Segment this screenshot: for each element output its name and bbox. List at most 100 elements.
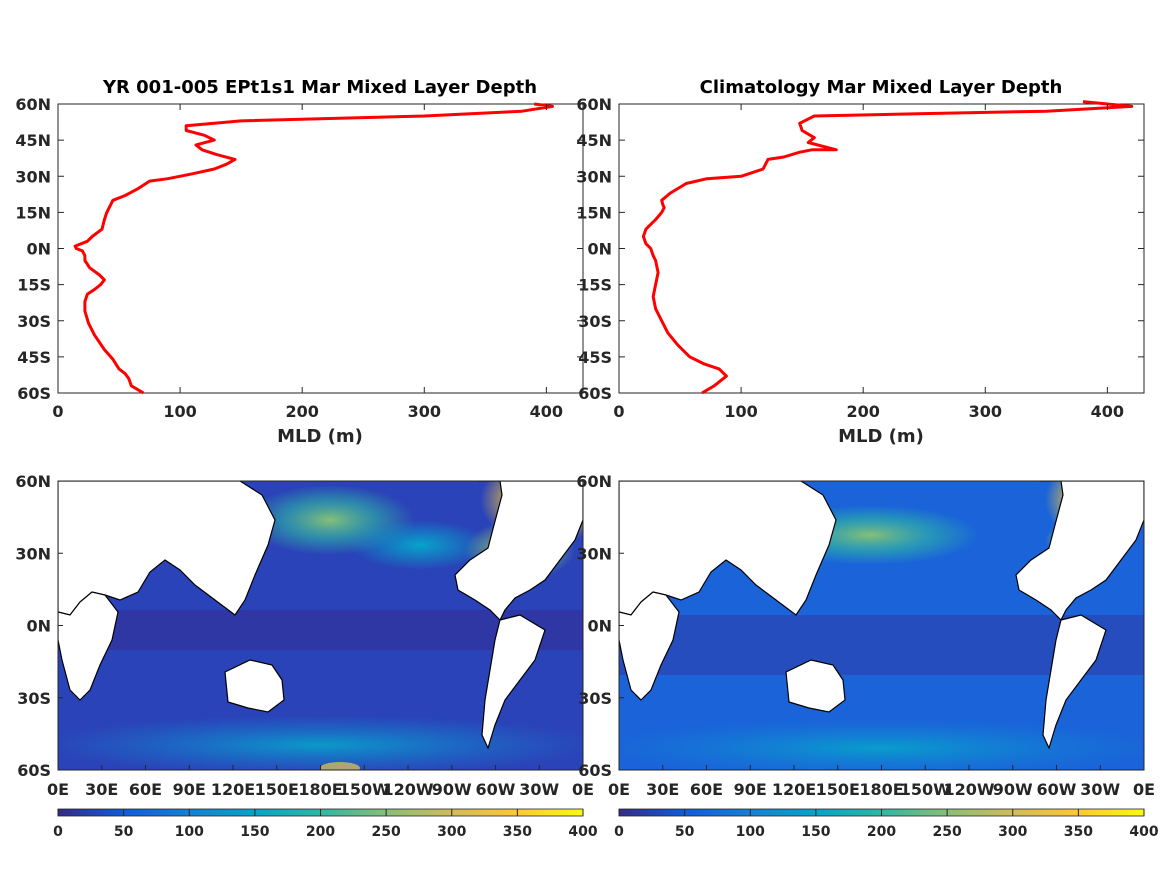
y-tick-label: 15N	[576, 203, 612, 222]
y-tick-label: 30S	[17, 312, 51, 331]
colorbar-tick-label: 350	[1064, 824, 1093, 840]
map-y-tick-label: 30N	[15, 544, 51, 563]
land	[58, 481, 583, 750]
y-tick-label: 15S	[578, 276, 612, 295]
profile-panel-model: YR 001-005 EPt1s1 Mar Mixed Layer Depth …	[15, 77, 584, 447]
map-x-tick-label: 90W	[993, 780, 1033, 799]
x-tick-label: 100	[724, 402, 757, 421]
colorbar-tick-label: 150	[240, 824, 269, 840]
map-x-tick-label: 30W	[1080, 780, 1120, 799]
map-y-tick-label: 60N	[15, 472, 51, 491]
y-tick-label: 45S	[17, 348, 51, 367]
x-tick-label: 100	[163, 402, 196, 421]
land-south-america	[1042, 614, 1107, 750]
panel-title: Climatology Mar Mixed Layer Depth	[700, 77, 1063, 98]
colorbar-tick-label: 0	[53, 824, 63, 840]
colorbar-tick-label: 50	[675, 824, 695, 840]
colorbar-tick-label: 50	[114, 824, 134, 840]
map-y-tick-label: 30S	[17, 689, 51, 708]
y-tick-label: 45N	[576, 131, 612, 150]
x-tick-label: 400	[530, 402, 563, 421]
profile-line	[641, 100, 1134, 395]
map-x-tick-label: 180E	[859, 780, 903, 799]
y-tick-label: 45N	[15, 131, 51, 150]
map-y-tick-label: 0N	[587, 617, 612, 636]
land-north-america	[1015, 481, 1144, 622]
x-tick-label: 200	[846, 402, 879, 421]
map-x-tick-label: 90E	[173, 780, 206, 799]
land-south-america	[481, 614, 546, 750]
map-x-tick-label: 0E	[47, 780, 69, 799]
series-group	[641, 100, 1134, 395]
map-y-tick-label: 0N	[26, 617, 51, 636]
x-tick-label: 0	[52, 402, 63, 421]
y-tick-label: 15S	[17, 276, 51, 295]
map-field	[58, 481, 583, 770]
map-x-tick-label: 120W	[382, 780, 433, 799]
x-tick-label: 0	[613, 402, 624, 421]
land-australia	[785, 659, 846, 713]
y-tick-label: 30S	[578, 312, 612, 331]
colorbar-tick-label: 250	[372, 824, 401, 840]
map-x-tick-label: 0E	[1133, 780, 1155, 799]
north-pacific-region	[350, 520, 490, 570]
land-africa-south	[619, 591, 680, 701]
map-x-tick-label: 30E	[646, 780, 679, 799]
map-x-tick-label: 150W	[900, 780, 951, 799]
y-tick-label: 60S	[17, 384, 51, 403]
map-x-tick-label: 60E	[690, 780, 723, 799]
map-y-tick-label: 60S	[17, 761, 51, 780]
southern-hotspot	[320, 762, 360, 770]
map-x-tick-label: 60W	[476, 780, 516, 799]
colorbar-tick-label: 200	[306, 824, 335, 840]
map-x-tick-label: 120E	[211, 780, 255, 799]
map-y-tick-label: 30S	[578, 689, 612, 708]
series-group	[73, 102, 554, 395]
axis-ticks: 0 100 200 300 400 60N 45N 30N 15N 0N 15S 30S 45S 60S	[576, 95, 1144, 421]
x-tick-label: 300	[408, 402, 441, 421]
southern-ocean	[619, 718, 1144, 770]
x-tick-label: 400	[1091, 402, 1124, 421]
colorbar-tick-label: 150	[801, 824, 830, 840]
colorbar-tick-label: 350	[503, 824, 532, 840]
plot-area	[618, 103, 1145, 394]
map-y-tick-label: 30N	[576, 544, 612, 563]
x-tick-label: 300	[969, 402, 1002, 421]
map-x-tick-label: 120W	[943, 780, 994, 799]
y-tick-label: 60N	[576, 95, 612, 114]
profile-line	[73, 102, 554, 395]
map-x-tick-label: 150E	[255, 780, 299, 799]
y-tick-label: 15N	[15, 203, 51, 222]
land	[619, 481, 1144, 750]
land-north-america	[454, 481, 583, 622]
y-tick-label: 45S	[578, 348, 612, 367]
map-y-tick-label: 60N	[576, 472, 612, 491]
colorbar-tick-label: 250	[933, 824, 962, 840]
plot-area	[57, 103, 584, 394]
southern-ocean	[58, 715, 583, 770]
colorbar-tick-label: 100	[736, 824, 765, 840]
colorbar-tick-label: 400	[1129, 824, 1158, 840]
y-tick-label: 30N	[15, 167, 51, 186]
map-x-tick-label: 30E	[85, 780, 118, 799]
colorbar-tick-label: 300	[998, 824, 1027, 840]
map-x-tick-label: 60W	[1037, 780, 1077, 799]
y-tick-label: 60N	[15, 95, 51, 114]
x-axis-label: MLD (m)	[838, 426, 924, 447]
map-x-tick-label: 60E	[129, 780, 162, 799]
y-tick-label: 60S	[578, 384, 612, 403]
colorbar-tick-label: 200	[867, 824, 896, 840]
y-tick-label: 0N	[587, 240, 612, 259]
colorbar-tick-label: 0	[614, 824, 624, 840]
colorbar-ticks: 0 50 100 150 200 250 300 350 400	[614, 809, 1159, 840]
land-africa-south	[58, 591, 119, 701]
y-tick-label: 30N	[576, 167, 612, 186]
x-tick-label: 200	[285, 402, 318, 421]
map-x-tick-label: 0E	[608, 780, 630, 799]
profile-panel-climatology: Climatology Mar Mixed Layer Depth 0 100 20…	[576, 77, 1145, 447]
land-australia	[224, 659, 285, 713]
map-x-tick-label: 120E	[772, 780, 816, 799]
